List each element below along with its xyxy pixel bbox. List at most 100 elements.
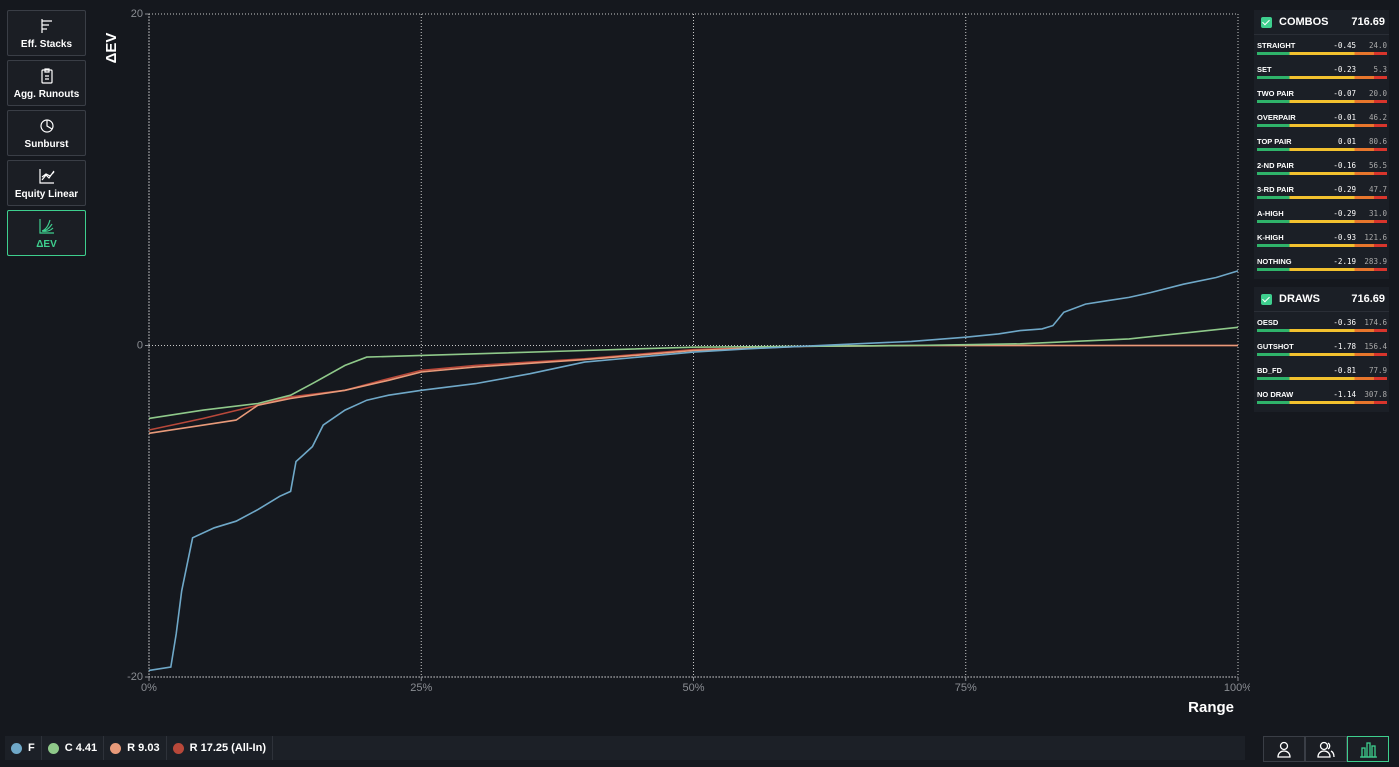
legend-swatch: [11, 742, 22, 754]
nav-button[interactable]: Equity Linear: [7, 160, 86, 206]
panel-row[interactable]: K-HIGH -0.93 121.6: [1254, 227, 1389, 251]
row-ev: -2.19: [1333, 257, 1356, 266]
nav-icon: [38, 218, 54, 234]
y-tick-label: 0: [137, 339, 143, 351]
row-ev: -0.93: [1333, 233, 1356, 242]
x-tick-label: 0%: [141, 682, 157, 694]
legend-swatch: [110, 742, 122, 754]
row-combos: 20.0: [1368, 89, 1387, 98]
panel-row[interactable]: 2-ND PAIR -0.16 56.5: [1254, 155, 1389, 179]
x-tick-label: 50%: [682, 682, 704, 694]
strategy-bar: [1257, 100, 1387, 103]
player-button[interactable]: [1263, 736, 1305, 762]
x-axis-label: Range: [1188, 699, 1234, 716]
row-ev: -0.07: [1333, 89, 1356, 98]
panel-title: DRAWS: [1279, 293, 1320, 305]
strategy-bar: [1257, 268, 1387, 271]
legend-item[interactable]: R 9.03: [104, 736, 167, 760]
strategy-bar: [1257, 148, 1387, 151]
row-combos: 46.2: [1368, 113, 1387, 122]
row-ev: -0.36: [1333, 318, 1356, 327]
strategy-bar: [1257, 220, 1387, 223]
row-combos: 80.6: [1368, 137, 1387, 146]
row-combos: 156.4: [1364, 342, 1387, 351]
players-button[interactable]: [1305, 736, 1347, 762]
y-tick-label: -20: [127, 671, 143, 683]
nav-icon: [40, 18, 52, 33]
legend-label: R 17.25 (All-In): [189, 742, 266, 754]
strategy-bar: [1257, 329, 1387, 332]
row-ev: -0.01: [1333, 113, 1356, 122]
strategy-bar: [1257, 244, 1387, 247]
panel-row[interactable]: GUTSHOT -1.78 156.4: [1254, 336, 1389, 360]
panel-row[interactable]: STRAIGHT -0.45 24.0: [1254, 35, 1389, 59]
panel-row[interactable]: OESD -0.36 174.6: [1254, 312, 1389, 336]
panel-header: DRAWS 716.69: [1254, 287, 1389, 312]
panel-row[interactable]: 3-RD PAIR -0.29 47.7: [1254, 179, 1389, 203]
x-tick-label: 25%: [410, 682, 432, 694]
nav-icon: [40, 67, 53, 84]
strategy-bar: [1257, 172, 1387, 175]
nav-label: ΔEV: [36, 238, 57, 250]
chart-button[interactable]: [1347, 736, 1389, 762]
row-ev: -0.81: [1333, 366, 1356, 375]
nav-label: Eff. Stacks: [20, 38, 73, 50]
strategy-bar: [1257, 52, 1387, 55]
strategy-bar: [1257, 124, 1387, 127]
toolbar: [1263, 736, 1389, 762]
checkbox[interactable]: [1261, 16, 1272, 28]
x-tick-label: 75%: [955, 682, 977, 694]
panel-row[interactable]: TOP PAIR 0.01 80.6: [1254, 131, 1389, 155]
row-combos: 283.9: [1364, 257, 1387, 266]
panel-row[interactable]: SET -0.23 5.3: [1254, 59, 1389, 83]
row-combos: 307.8: [1364, 390, 1387, 399]
row-ev: -0.23: [1333, 65, 1356, 74]
y-axis-label: ΔEV: [103, 33, 120, 64]
legend-label: C 4.41: [64, 742, 98, 754]
strategy-bar: [1257, 377, 1387, 380]
panel-row[interactable]: TWO PAIR -0.07 20.0: [1254, 83, 1389, 107]
legend-swatch: [47, 742, 59, 754]
panel-row[interactable]: BD_FD -0.81 77.9: [1254, 360, 1389, 384]
panel-header: COMBOS 716.69: [1254, 10, 1389, 35]
row-combos: 24.0: [1368, 41, 1387, 50]
panel-row[interactable]: NO DRAW -1.14 307.8: [1254, 384, 1389, 408]
panel-row[interactable]: OVERPAIR -0.01 46.2: [1254, 107, 1389, 131]
legend: F C 4.41 R 9.03 R 17.25 (All-In): [5, 736, 1245, 760]
row-name: 3-RD PAIR: [1257, 185, 1294, 194]
nav-label: Agg. Runouts: [13, 88, 80, 100]
nav-icon: [38, 168, 54, 184]
strategy-bar: [1257, 401, 1387, 404]
panel-title: COMBOS: [1279, 16, 1329, 28]
legend-item[interactable]: F: [5, 736, 42, 760]
panel-row[interactable]: A-HIGH -0.29 31.0: [1254, 203, 1389, 227]
nav-button[interactable]: Sunburst: [7, 110, 86, 156]
panel-total: 716.69: [1351, 16, 1385, 28]
nav-button[interactable]: Agg. Runouts: [7, 60, 86, 106]
row-ev: -0.29: [1333, 185, 1356, 194]
legend-item[interactable]: R 17.25 (All-In): [167, 736, 273, 760]
row-ev: -0.16: [1333, 161, 1356, 170]
panel-card: DRAWS 716.69 OESD -0.36 174.6 GUTSHOT -1.78 156…: [1254, 287, 1389, 412]
row-name: BD_FD: [1257, 366, 1283, 375]
legend-swatch: [172, 742, 184, 754]
strategy-bar: [1257, 353, 1387, 356]
nav-button[interactable]: ΔEV: [7, 210, 86, 256]
nav-button[interactable]: Eff. Stacks: [7, 10, 86, 56]
checkbox[interactable]: [1261, 293, 1272, 305]
legend-item[interactable]: C 4.41: [42, 736, 105, 760]
strategy-bar: [1257, 196, 1387, 199]
stats-panels: COMBOS 716.69 STRAIGHT -0.45 24.0 SET -0.23 5.3…: [1254, 10, 1389, 420]
panel-total: 716.69: [1351, 293, 1385, 305]
row-combos: 47.7: [1368, 185, 1387, 194]
side-nav: Eff. Stacks Agg. Runouts Sunburst Equity Li…: [7, 10, 86, 260]
nav-label: Equity Linear: [14, 188, 79, 200]
row-name: A-HIGH: [1257, 209, 1284, 218]
row-ev: 0.01: [1337, 137, 1356, 146]
row-name: K-HIGH: [1257, 233, 1284, 242]
row-ev: -1.14: [1333, 390, 1356, 399]
row-name: GUTSHOT: [1257, 342, 1294, 351]
row-combos: 77.9: [1368, 366, 1387, 375]
panel-row[interactable]: NOTHING -2.19 283.9: [1254, 251, 1389, 275]
